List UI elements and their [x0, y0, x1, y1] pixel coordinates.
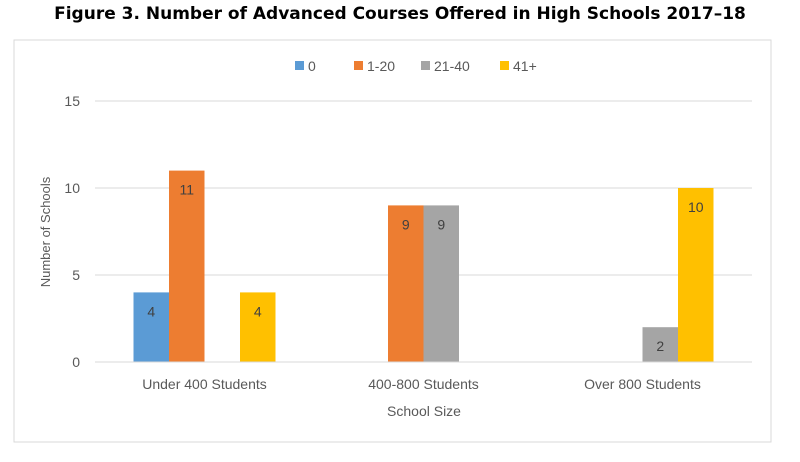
y-tick-label: 10 [64, 180, 80, 196]
data-label: 9 [437, 216, 445, 232]
legend-label: 0 [308, 58, 316, 74]
bar-1-20 [169, 170, 205, 362]
legend-label: 21-40 [434, 58, 470, 74]
legend-item-41+: 41+ [500, 58, 537, 74]
data-label: 4 [147, 303, 155, 319]
bar-0 [133, 292, 169, 362]
bar-1-20 [388, 205, 424, 362]
bar-41+ [240, 292, 276, 362]
legend-swatch [295, 61, 304, 70]
x-axis-label: School Size [387, 403, 461, 419]
legend-item-0: 0 [295, 58, 316, 74]
bar-21-40 [423, 205, 459, 362]
data-label: 4 [254, 303, 262, 319]
data-label: 10 [688, 199, 704, 215]
legend-swatch [500, 61, 509, 70]
y-tick-label: 0 [72, 354, 80, 370]
legend-swatch [354, 61, 363, 70]
bar-21-40 [642, 327, 678, 362]
x-tick-label: Over 800 Students [584, 376, 701, 392]
y-axis-label: Number of Schools [38, 176, 53, 287]
legend-label: 1-20 [367, 58, 395, 74]
legend-label: 41+ [513, 58, 537, 74]
data-label: 2 [656, 338, 664, 354]
legend-item-21-40: 21-40 [421, 58, 470, 74]
x-tick-label: 400-800 Students [368, 376, 479, 392]
bar-41+ [678, 188, 714, 362]
legend-swatch [421, 61, 430, 70]
legend-item-1-20: 1-20 [354, 58, 395, 74]
chart-title: Figure 3. Number of Advanced Courses Off… [54, 4, 746, 24]
data-label: 9 [402, 216, 410, 232]
y-tick-label: 15 [64, 93, 80, 109]
y-tick-label: 5 [72, 267, 80, 283]
data-label: 11 [179, 182, 194, 198]
x-tick-label: Under 400 Students [142, 376, 267, 392]
